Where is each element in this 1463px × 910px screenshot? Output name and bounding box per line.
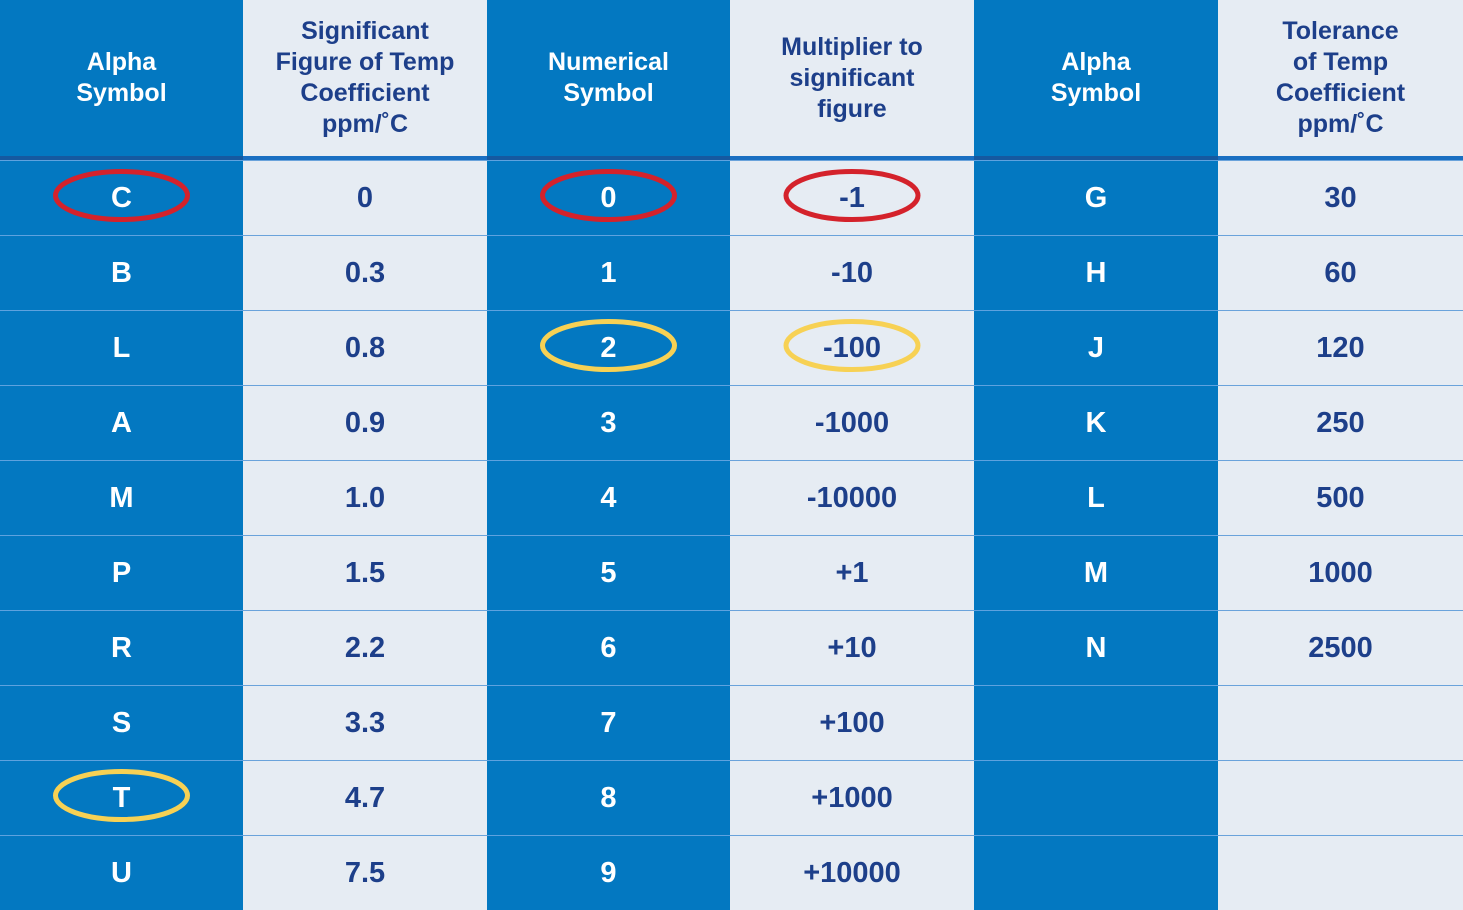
table-cell: -100 [730, 310, 974, 385]
table-cell: 500 [1218, 460, 1463, 535]
table-cell: T [0, 760, 243, 835]
table-cell: 250 [1218, 385, 1463, 460]
table-cell: 4 [487, 460, 730, 535]
table-cell: 0.9 [243, 385, 487, 460]
table-cell: 0 [243, 160, 487, 235]
table-cell [974, 760, 1218, 835]
table-cell: L [974, 460, 1218, 535]
header-tolerance-alpha-symbol: Alpha Symbol [974, 0, 1218, 160]
table-cell: R [0, 610, 243, 685]
table-cell: 7.5 [243, 835, 487, 910]
table-cell: 1.5 [243, 535, 487, 610]
table-cell: 7 [487, 685, 730, 760]
table-cell: 3 [487, 385, 730, 460]
table-cell: 3.3 [243, 685, 487, 760]
table-cell: K [974, 385, 1218, 460]
table-cell: M [974, 535, 1218, 610]
table-cell: M [0, 460, 243, 535]
header-numerical-symbol: Numerical Symbol [487, 0, 730, 160]
header-multiplier: Multiplier to significant figure [730, 0, 974, 160]
table-cell: 0.3 [243, 235, 487, 310]
table-cell: N [974, 610, 1218, 685]
header-significant-figure: Significant Figure of Temp Coefficient p… [243, 0, 487, 160]
table-cell [974, 835, 1218, 910]
table-cell: P [0, 535, 243, 610]
table-cell: 1 [487, 235, 730, 310]
table-cell: S [0, 685, 243, 760]
table-cell: 60 [1218, 235, 1463, 310]
table-cell: +10000 [730, 835, 974, 910]
header-alpha-symbol: Alpha Symbol [0, 0, 243, 160]
table-cell: 0.8 [243, 310, 487, 385]
table-cell: +1000 [730, 760, 974, 835]
table-cell: A [0, 385, 243, 460]
table-cell: 2500 [1218, 610, 1463, 685]
table-cell: 30 [1218, 160, 1463, 235]
table-cell [1218, 760, 1463, 835]
table-cell: 1.0 [243, 460, 487, 535]
table-cell: -10000 [730, 460, 974, 535]
table-cell: 6 [487, 610, 730, 685]
table-cell: 120 [1218, 310, 1463, 385]
table-cell: +1 [730, 535, 974, 610]
table-cell: 5 [487, 535, 730, 610]
table-cell: 4.7 [243, 760, 487, 835]
table-cell: +100 [730, 685, 974, 760]
table-cell: G [974, 160, 1218, 235]
table-cell: +10 [730, 610, 974, 685]
table-cell: 9 [487, 835, 730, 910]
table-cell: B [0, 235, 243, 310]
table-cell: -10 [730, 235, 974, 310]
table-cell: 0 [487, 160, 730, 235]
table-cell: -1000 [730, 385, 974, 460]
table-cell: 8 [487, 760, 730, 835]
table-cell [974, 685, 1218, 760]
header-tolerance: Tolerance of Temp Coefficient ppm/˚C [1218, 0, 1463, 160]
table-cell: -1 [730, 160, 974, 235]
table-cell [1218, 685, 1463, 760]
table-cell: 2.2 [243, 610, 487, 685]
table-cell: 2 [487, 310, 730, 385]
table-cell [1218, 835, 1463, 910]
table-cell: H [974, 235, 1218, 310]
table-cell: J [974, 310, 1218, 385]
table-cell: 1000 [1218, 535, 1463, 610]
table-cell: C [0, 160, 243, 235]
table-cell: L [0, 310, 243, 385]
table-cell: U [0, 835, 243, 910]
